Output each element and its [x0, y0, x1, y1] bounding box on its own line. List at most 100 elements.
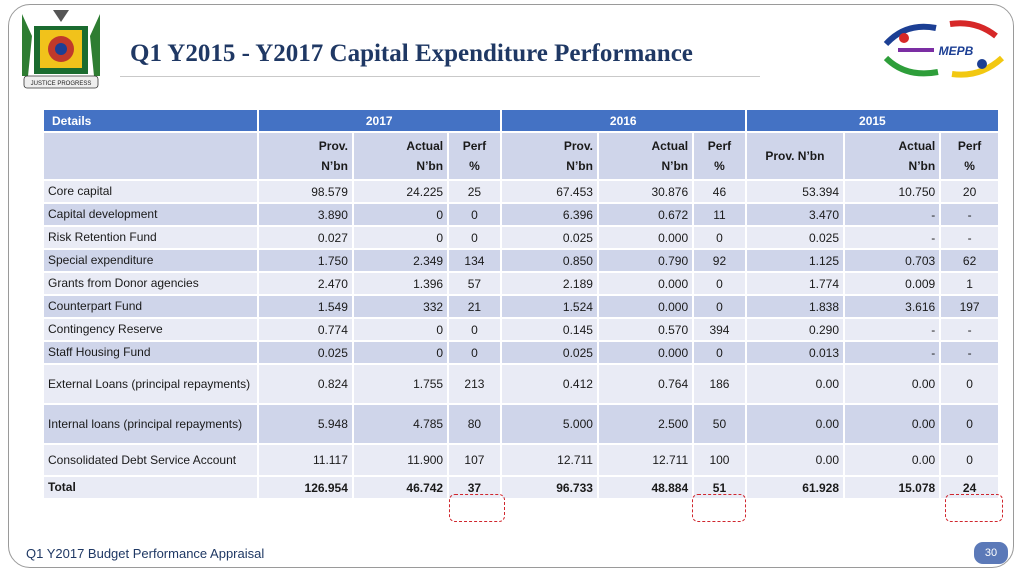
- table-cell: 0.703: [845, 250, 940, 271]
- table-cell: 98.579: [258, 181, 352, 202]
- total-cell: 96.733: [501, 477, 597, 498]
- table-cell: 20: [941, 181, 998, 202]
- table-cell: 0.00: [845, 365, 940, 403]
- table-cell: 0: [941, 365, 998, 403]
- title-divider: [120, 76, 760, 77]
- table-cell: 1: [941, 273, 998, 294]
- table-cell: 21: [449, 296, 500, 317]
- table-cell: 3.470: [746, 204, 843, 225]
- table-cell: 0: [353, 204, 448, 225]
- header-2015: 2015: [746, 110, 998, 131]
- table-cell: 0: [449, 227, 500, 248]
- table-cell: 0.790: [598, 250, 693, 271]
- table-cell: 197: [941, 296, 998, 317]
- row-label: Internal loans (principal repayments): [44, 405, 257, 443]
- table-cell: 0.00: [845, 445, 940, 475]
- row-label: Staff Housing Fund: [44, 342, 257, 363]
- table-cell: 0.672: [598, 204, 693, 225]
- table-cell: -: [845, 319, 940, 340]
- table-cell: 0.027: [258, 227, 352, 248]
- subheader-row: Prov. N’bn Actual N’bn Perf% Prov. N’bn Act…: [44, 133, 998, 179]
- table-cell: 0.00: [845, 405, 940, 443]
- table-cell: 0.570: [598, 319, 693, 340]
- table-cell: 0.000: [598, 227, 693, 248]
- table-body: Core capital 98.579 24.225 25 67.453 30.876 46…: [44, 181, 998, 475]
- mepb-logo: MEPB: [883, 20, 1005, 78]
- table-cell: 0: [694, 227, 745, 248]
- table-row: Staff Housing Fund 0.025 0 0 0.025 0.000 0 0.01…: [44, 342, 998, 363]
- total-cell: 37: [449, 477, 500, 498]
- table-cell: -: [941, 319, 998, 340]
- table-row: Core capital 98.579 24.225 25 67.453 30.876 46…: [44, 181, 998, 202]
- table-cell: 11.900: [353, 445, 448, 475]
- table-cell: 100: [694, 445, 745, 475]
- table-cell: 1.750: [258, 250, 352, 271]
- table-cell: 12.711: [598, 445, 693, 475]
- header-2017: 2017: [258, 110, 500, 131]
- table-cell: 0.764: [598, 365, 693, 403]
- row-label: Core capital: [44, 181, 257, 202]
- table-row: Risk Retention Fund 0.027 0 0 0.025 0.000 0 0.0…: [44, 227, 998, 248]
- row-label: Capital development: [44, 204, 257, 225]
- page-number: 30: [974, 542, 1008, 564]
- table-cell: 5.948: [258, 405, 352, 443]
- table-cell: 1.524: [501, 296, 597, 317]
- table-cell: -: [845, 227, 940, 248]
- table-cell: 0.000: [598, 296, 693, 317]
- table-cell: 57: [449, 273, 500, 294]
- table-cell: 0: [449, 204, 500, 225]
- sub-2015-actual: Actual N’bn: [845, 133, 940, 179]
- total-cell: 15.078: [845, 477, 940, 498]
- table-cell: 0.013: [746, 342, 843, 363]
- sub-2017-prov: Prov. N’bn: [258, 133, 352, 179]
- state-crest-logo: JUSTICE PROGRESS: [22, 10, 100, 89]
- table-cell: 394: [694, 319, 745, 340]
- table-cell: 12.711: [501, 445, 597, 475]
- row-label: Grants from Donor agencies: [44, 273, 257, 294]
- table-cell: 24.225: [353, 181, 448, 202]
- table-cell: 2.500: [598, 405, 693, 443]
- table-cell: 1.549: [258, 296, 352, 317]
- table-cell: -: [941, 204, 998, 225]
- table-cell: -: [941, 342, 998, 363]
- row-label: Consolidated Debt Service Account: [44, 445, 257, 475]
- table-cell: 213: [449, 365, 500, 403]
- table-cell: 11.117: [258, 445, 352, 475]
- table-cell: 0: [941, 445, 998, 475]
- sub-2016-actual: Actual N’bn: [598, 133, 693, 179]
- table-cell: 0: [353, 342, 448, 363]
- total-cell: 51: [694, 477, 745, 498]
- table-row: Capital development 3.890 0 0 6.396 0.672 11 3.…: [44, 204, 998, 225]
- table-cell: -: [845, 342, 940, 363]
- row-label: External Loans (principal repayments): [44, 365, 257, 403]
- table-cell: 0.025: [501, 342, 597, 363]
- table-cell: 3.616: [845, 296, 940, 317]
- table-cell: 11: [694, 204, 745, 225]
- table-cell: 3.890: [258, 204, 352, 225]
- sub-2017-actual: Actual N’bn: [353, 133, 448, 179]
- table-cell: 0.000: [598, 273, 693, 294]
- table-cell: 0: [353, 319, 448, 340]
- table-cell: 0.824: [258, 365, 352, 403]
- table-cell: 0: [941, 405, 998, 443]
- capex-table: Details 2017 2016 2015 Prov. N’bn Actual N…: [42, 108, 1000, 500]
- sub-2015-perf: Perf%: [941, 133, 998, 179]
- subheader-blank: [44, 133, 257, 179]
- page-title: Q1 Y2015 - Y2017 Capital Expenditure Per…: [130, 40, 693, 67]
- table-cell: 0.00: [746, 365, 843, 403]
- table-cell: 0: [449, 342, 500, 363]
- total-label: Total: [44, 477, 257, 498]
- table-cell: 46: [694, 181, 745, 202]
- header-details: Details: [44, 110, 257, 131]
- table-row: Special expenditure 1.750 2.349 134 0.850 0.7…: [44, 250, 998, 271]
- table-cell: 1.125: [746, 250, 843, 271]
- table-cell: 0.025: [258, 342, 352, 363]
- table-cell: 6.396: [501, 204, 597, 225]
- table-row: External Loans (principal repayments) 0.8…: [44, 365, 998, 403]
- table-cell: 0: [694, 273, 745, 294]
- header-2016: 2016: [501, 110, 745, 131]
- table-cell: 332: [353, 296, 448, 317]
- table-cell: 0.412: [501, 365, 597, 403]
- table-cell: 0: [449, 319, 500, 340]
- table-cell: 1.774: [746, 273, 843, 294]
